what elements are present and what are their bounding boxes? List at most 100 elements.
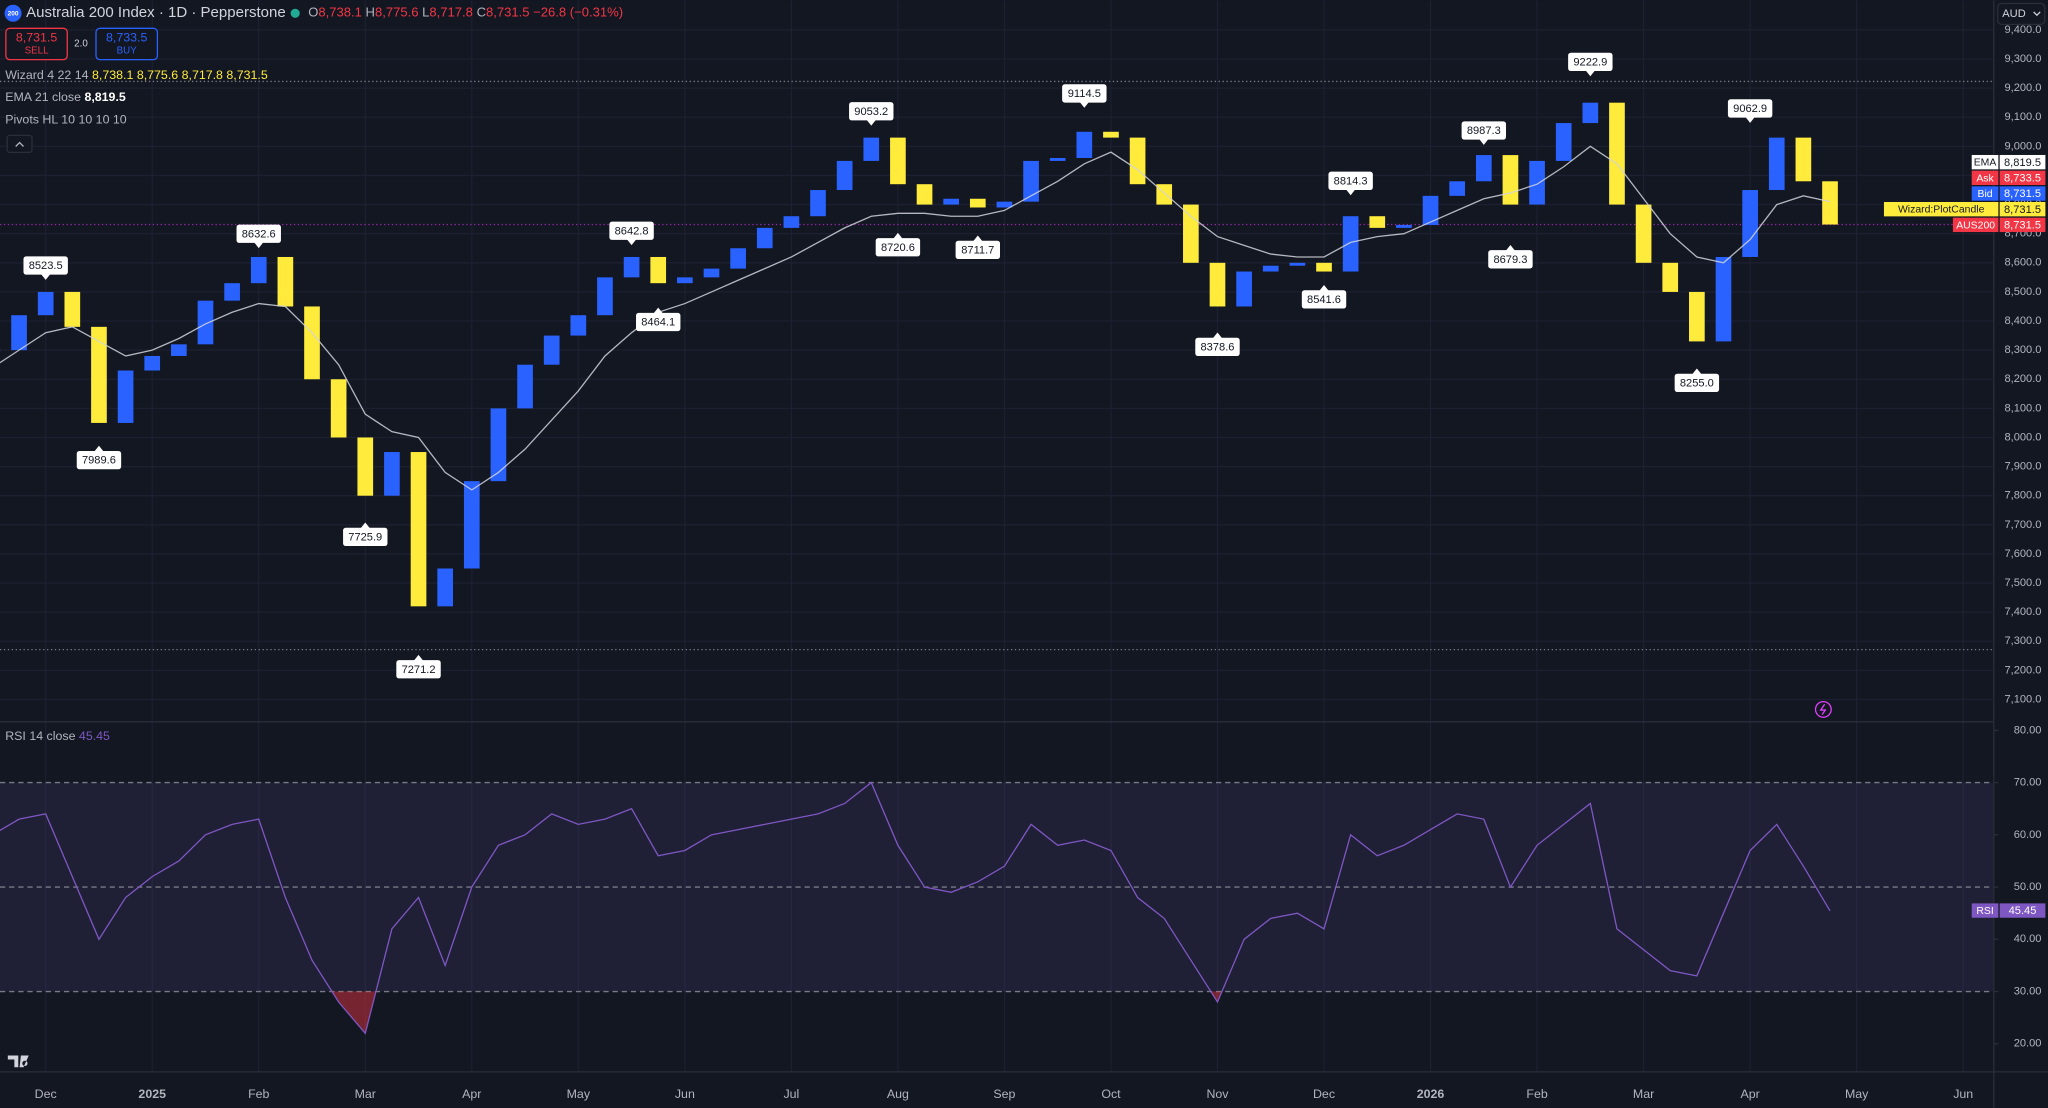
price-pane [0, 80, 1994, 651]
candle [570, 315, 587, 336]
pivot-pointer [360, 522, 371, 530]
candle [650, 256, 667, 284]
y-tick-label: 20.00 [2014, 1038, 2042, 1050]
pivot-label: 9053.2 [854, 106, 888, 118]
candle [543, 335, 560, 365]
y-tick-label: 7,500.0 [2004, 577, 2041, 589]
pivot-label: 7271.2 [402, 664, 436, 676]
pivot-pointer [1505, 244, 1516, 252]
candle [330, 379, 347, 438]
logo-text: 200 [8, 11, 19, 18]
candle [250, 256, 267, 284]
y-tick-label: 8,300.0 [2004, 344, 2041, 356]
symbol-title[interactable]: Australia 200 Index · 1D · Pepperstone [26, 4, 286, 21]
candle [437, 568, 454, 607]
pivot-label-box [1195, 337, 1240, 356]
pivot-pointer [1691, 368, 1703, 375]
ohlc-value: 8,731.5 [486, 5, 530, 20]
y-tick-label: 7,200.0 [2004, 664, 2041, 676]
candle [463, 481, 480, 569]
y-tick-label: 30.00 [2014, 985, 2042, 997]
candle [677, 277, 693, 284]
pivot-label: 8541.6 [1307, 294, 1341, 306]
x-tick-label: Nov [1206, 1087, 1229, 1101]
candle [1742, 190, 1758, 257]
ohlc-value: 8,717.8 [429, 5, 473, 20]
candle [756, 227, 773, 249]
collapse-button[interactable] [6, 134, 33, 154]
pivot-label-box [343, 527, 388, 547]
y-tick-label: 7,600.0 [2004, 548, 2041, 560]
pivot-label: 7725.9 [348, 531, 382, 543]
indicator-name: RSI 14 close [5, 729, 75, 743]
candle [1103, 131, 1119, 138]
pivot-label-box [1674, 373, 1720, 392]
currency-button[interactable] [1997, 2, 2046, 26]
pivot-label: 8720.6 [881, 242, 915, 254]
sell-button[interactable] [5, 27, 68, 61]
pivot-label-box [396, 660, 441, 679]
pivot-label-box [1301, 290, 1347, 309]
pivot-label: 8464.1 [641, 317, 675, 329]
candle [1555, 123, 1572, 161]
indicator-value: 45.45 [79, 729, 110, 743]
ohlc-value: 8,775.6 [375, 5, 419, 20]
badge-label-box [1971, 903, 1999, 918]
x-tick-label: Mar [355, 1087, 376, 1101]
badge-value-box [1999, 170, 2046, 186]
pivot-label-box [1727, 99, 1773, 118]
candle [1822, 181, 1838, 225]
candle [1715, 256, 1732, 342]
candle [1475, 155, 1492, 182]
alert-icon[interactable] [1814, 700, 1832, 718]
x-tick-label: Feb [1526, 1087, 1547, 1101]
symbol-logo [4, 4, 22, 22]
y-tick-label: 7,700.0 [2004, 519, 2041, 531]
candle [64, 291, 81, 327]
pivot-pointer [1585, 69, 1596, 77]
candle [171, 344, 187, 356]
pivot-label-box [1328, 171, 1373, 190]
x-tick-label: May [1845, 1087, 1869, 1101]
pivot-label-box [609, 221, 654, 240]
badge-value: 8,731.5 [2004, 204, 2041, 216]
candle [969, 198, 986, 208]
pivot-pointer [1744, 116, 1756, 123]
rsi-oversold-fill [0, 991, 1831, 1034]
candle [1289, 262, 1306, 266]
y-tick-label: 60.00 [2014, 829, 2042, 841]
pivot-label-box [1568, 52, 1613, 72]
ohlc-line: O8,738.1 H8,775.6 L8,717.8 C8,731.5 −26.… [308, 5, 623, 20]
pivot-pointer [1318, 285, 1330, 292]
alert-bolt [1819, 703, 1827, 716]
y-tick-label: 80.00 [2014, 724, 2042, 736]
y-tick-label: 9,400.0 [2004, 24, 2041, 36]
candle [1422, 195, 1439, 225]
badge-label: Ask [1976, 173, 1994, 184]
spread: 2.0 [74, 39, 88, 50]
y-tick-label: 8,400.0 [2004, 315, 2041, 327]
wizard-legend[interactable]: Wizard 4 22 14 8,738.1 8,775.6 8,717.8 8… [5, 68, 268, 82]
buy-label: BUY [117, 46, 138, 57]
candle [1209, 262, 1226, 307]
pivot-label-box [636, 312, 681, 332]
badge-label-box [1952, 217, 1999, 233]
buy-button[interactable] [95, 27, 159, 61]
indicator-value: 8,717.8 [182, 68, 223, 82]
ema-legend[interactable]: EMA 21 close 8,819.5 [5, 90, 126, 104]
y-tick-label: 9,100.0 [2004, 111, 2041, 123]
badge-value-box [1999, 186, 2046, 201]
rsi-legend[interactable]: RSI 14 close 45.45 [5, 729, 110, 743]
tradingview-logo[interactable] [7, 1055, 29, 1068]
x-tick-label: Jun [675, 1087, 695, 1101]
pivot-pointer [892, 232, 904, 240]
pivot-label-box [236, 224, 281, 243]
indicator-name: EMA 21 close [5, 90, 81, 104]
candle [91, 326, 107, 423]
pivots-legend[interactable]: Pivots HL 10 10 10 10 [5, 113, 127, 127]
candle [1582, 102, 1599, 124]
x-tick-label: Mar [1633, 1087, 1654, 1101]
badge-value: 8,731.5 [2004, 188, 2041, 200]
candle [916, 184, 933, 205]
